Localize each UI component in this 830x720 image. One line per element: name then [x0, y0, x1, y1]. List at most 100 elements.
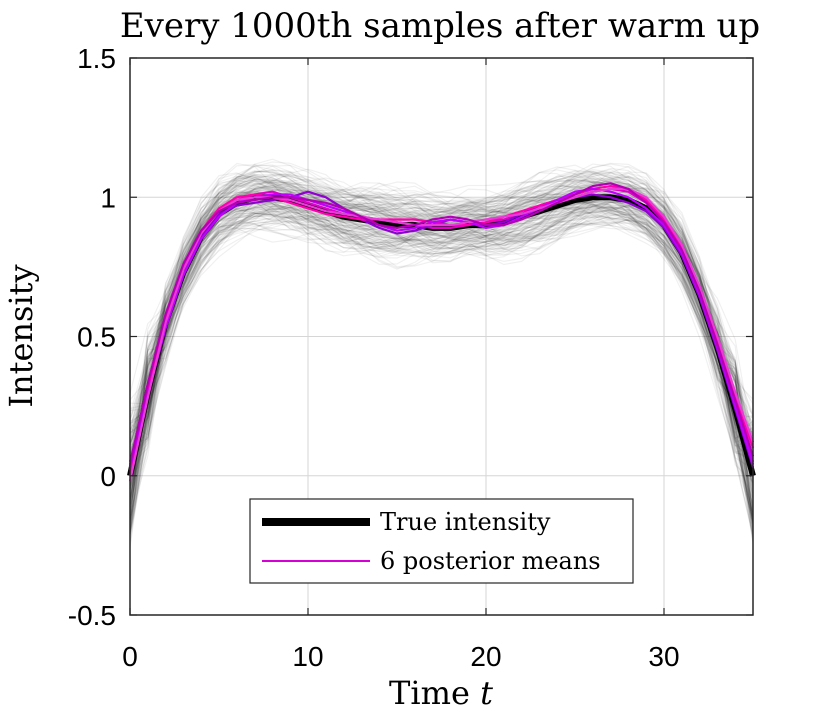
sample-line	[129, 164, 754, 493]
sample-line	[129, 213, 754, 517]
sample-line	[129, 201, 754, 462]
sample-line	[129, 214, 754, 472]
y-tick-label: 1.5	[77, 43, 116, 74]
sample-line	[129, 182, 754, 496]
sample-line	[129, 203, 754, 521]
sample-line	[129, 173, 754, 505]
sample-line	[129, 203, 754, 505]
sample-line	[129, 170, 754, 511]
sample-line	[129, 209, 754, 537]
sample-line	[129, 172, 754, 466]
x-tick-label: 0	[122, 641, 138, 672]
legend-label-true-intensity: True intensity	[380, 508, 551, 536]
sample-line	[129, 164, 754, 476]
sample-line	[129, 214, 754, 511]
sample-line	[129, 185, 754, 474]
sample-line	[129, 194, 754, 494]
sample-line	[129, 180, 754, 526]
y-tick-label: 1	[100, 182, 116, 213]
sample-line	[129, 209, 754, 531]
sample-line	[129, 200, 754, 499]
x-axis-label-text: Time	[389, 674, 470, 712]
legend: True intensity 6 posterior means	[249, 498, 634, 584]
sample-line	[129, 206, 754, 508]
chart-title: Every 1000th samples after warm up	[120, 6, 760, 46]
posterior-mean-line-3	[128, 185, 755, 477]
sample-line	[129, 211, 754, 536]
sample-line	[129, 218, 754, 537]
sample-line	[129, 163, 754, 490]
sample-line	[129, 171, 754, 457]
x-tick-label: 10	[292, 641, 323, 672]
y-tick-label: 0	[100, 461, 116, 492]
sample-line	[129, 185, 754, 470]
sample-line	[129, 195, 754, 471]
x-tick-label: 20	[470, 641, 501, 672]
sample-line	[129, 219, 754, 517]
sample-line	[129, 205, 754, 501]
sample-line	[129, 200, 754, 490]
x-axis-label-var: t	[480, 674, 493, 712]
sample-line	[129, 169, 754, 508]
sample-line	[129, 173, 754, 491]
sample-line	[129, 208, 754, 478]
sample-line	[129, 205, 754, 512]
sample-line	[129, 181, 754, 469]
posterior-mean-line-6	[128, 182, 755, 465]
legend-box	[249, 498, 634, 584]
sample-line	[129, 206, 754, 477]
sample-line	[129, 205, 754, 505]
sample-line	[129, 208, 754, 527]
sample-line	[129, 197, 754, 534]
sample-line	[129, 158, 754, 450]
sample-line	[129, 170, 754, 489]
sample-line	[129, 201, 754, 523]
sample-line	[129, 217, 754, 499]
sample-line	[129, 203, 754, 490]
sample-line	[129, 194, 754, 534]
sample-line	[129, 208, 754, 542]
sample-line	[129, 206, 754, 542]
y-axis: -0.5 0 0.5 1 1.5	[68, 43, 753, 631]
x-axis: 0 10 20 30	[122, 58, 680, 672]
sample-line	[129, 196, 754, 523]
y-tick-label: -0.5	[68, 600, 116, 631]
sample-line	[129, 216, 754, 470]
legend-label-posterior-means: 6 posterior means	[380, 547, 601, 575]
sample-line	[129, 207, 754, 535]
sample-line	[129, 162, 754, 515]
sample-line	[129, 176, 754, 501]
sample-line	[129, 184, 754, 519]
posterior-mean-line-5	[128, 187, 755, 482]
sample-line	[129, 164, 754, 523]
sample-line	[129, 187, 754, 491]
sample-line	[129, 203, 754, 535]
x-tick-label: 30	[648, 641, 679, 672]
sample-line	[129, 199, 754, 475]
sample-line	[129, 182, 754, 546]
sample-line	[129, 210, 754, 528]
sample-line	[129, 175, 754, 524]
sample-line	[129, 206, 754, 532]
sample-line	[129, 210, 754, 473]
sample-line	[129, 174, 754, 495]
sample-line	[129, 211, 754, 535]
y-axis-label: Intensity	[2, 264, 40, 407]
sample-line	[129, 209, 754, 507]
sample-line	[129, 200, 754, 523]
sample-line	[129, 193, 754, 531]
sample-line	[129, 210, 754, 541]
sample-line	[129, 189, 754, 521]
sample-line	[129, 170, 754, 525]
sample-line	[129, 197, 754, 535]
sample-line	[129, 220, 754, 543]
posterior-means	[128, 182, 755, 482]
y-tick-label: 0.5	[77, 322, 116, 353]
posterior-mean-line-2	[128, 190, 755, 468]
sample-line	[129, 177, 754, 497]
x-axis-label: Time t	[389, 674, 493, 712]
sample-line	[129, 216, 754, 522]
sample-line	[129, 209, 754, 522]
sample-line	[129, 208, 754, 505]
